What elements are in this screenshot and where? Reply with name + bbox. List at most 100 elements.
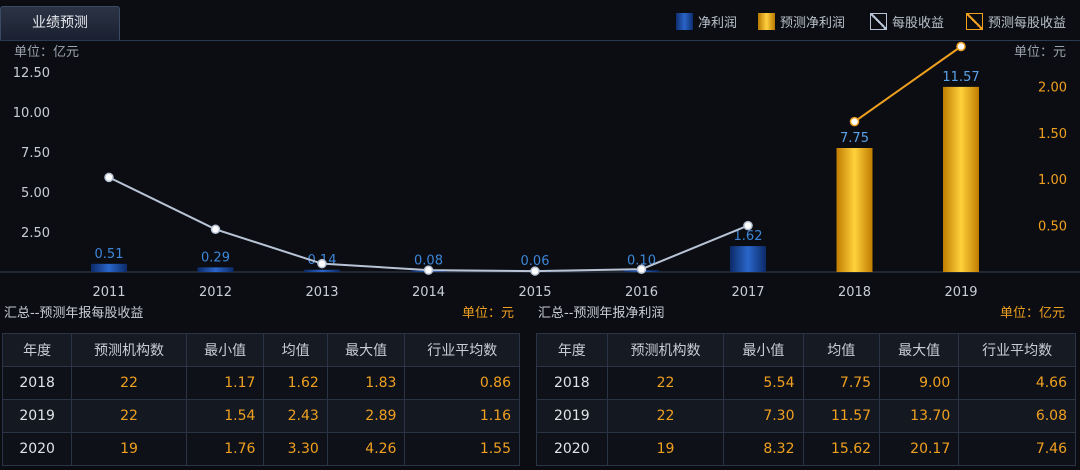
y-tick-label-left: 10.00 bbox=[13, 106, 50, 121]
table-cell: 4.66 bbox=[958, 366, 1076, 400]
profit-summary-title: 汇总--预测年报净利润 bbox=[538, 306, 665, 321]
y-tick-label-left: 7.50 bbox=[21, 146, 50, 161]
x-tick-label: 2012 bbox=[199, 285, 232, 300]
bar-value-label: 0.10 bbox=[627, 253, 656, 268]
y-tick-label-right: 0.50 bbox=[1038, 220, 1067, 235]
table-cell: 1.62 bbox=[263, 366, 328, 400]
table-cell: 8.32 bbox=[723, 432, 804, 466]
column-header[interactable]: 行业平均数 bbox=[404, 333, 520, 367]
table-cell: 2020 bbox=[536, 432, 608, 466]
bar-swatch-icon bbox=[676, 13, 693, 30]
table-row: 2018 22 5.54 7.75 9.00 4.66 bbox=[536, 366, 1076, 400]
x-tick-label: 2018 bbox=[838, 285, 871, 300]
bar-value-label: 0.29 bbox=[201, 250, 230, 265]
bar-value-label: 1.62 bbox=[734, 229, 763, 244]
y-tick-label-left: 2.50 bbox=[21, 226, 50, 241]
x-tick-label: 2017 bbox=[731, 285, 764, 300]
forecast-eps-point bbox=[956, 41, 966, 52]
left-unit-label: 单位：亿元 bbox=[14, 45, 79, 60]
column-header[interactable]: 最小值 bbox=[185, 333, 265, 367]
table-row: 2020 19 1.76 3.30 4.26 1.55 bbox=[1, 432, 520, 466]
legend-forecast-eps[interactable]: 预测每股收益 bbox=[966, 13, 1066, 31]
eps-point bbox=[210, 224, 221, 235]
table-cell: 1.55 bbox=[404, 432, 520, 466]
column-header[interactable]: 最大值 bbox=[879, 333, 960, 367]
column-header[interactable]: 均值 bbox=[263, 333, 328, 367]
bar-swatch-icon bbox=[758, 13, 775, 30]
legend-label: 每股收益 bbox=[892, 16, 945, 31]
net-profit-bar bbox=[304, 269, 340, 272]
column-header[interactable]: 最大值 bbox=[326, 333, 406, 367]
column-header[interactable]: 年度 bbox=[1, 333, 73, 367]
table-cell: 22 bbox=[71, 399, 187, 433]
table-row: 2019 22 1.54 2.43 2.89 1.16 bbox=[1, 399, 520, 433]
table-cell: 2019 bbox=[1, 399, 73, 433]
bar-value-label: 7.75 bbox=[840, 131, 869, 146]
forecast-net-profit-bar bbox=[943, 86, 979, 272]
table-cell: 3.30 bbox=[263, 432, 328, 466]
x-tick-label: 2013 bbox=[305, 285, 338, 300]
x-tick-label: 2011 bbox=[92, 285, 125, 300]
table-cell: 1.76 bbox=[185, 432, 265, 466]
table-cell: 1.17 bbox=[185, 366, 265, 400]
x-tick-label: 2019 bbox=[944, 285, 977, 300]
bar-value-label: 11.57 bbox=[942, 70, 979, 85]
table-cell: 2018 bbox=[1, 366, 73, 400]
legend-forecast-net-profit[interactable]: 预测净利润 bbox=[758, 13, 845, 31]
table-cell: 0.86 bbox=[404, 366, 520, 400]
legend-label: 预测净利润 bbox=[780, 16, 846, 31]
table-cell: 1.54 bbox=[185, 399, 265, 433]
profit-summary-table: 年度 预测机构数 最小值 均值 最大值 行业平均数 2018 22 5.54 7.75 9.00 4.… bbox=[536, 333, 1076, 466]
eps-summary-unit: 单位：元 bbox=[462, 306, 515, 321]
y-tick-label-right: 1.00 bbox=[1038, 173, 1067, 188]
column-header[interactable]: 行业平均数 bbox=[958, 333, 1076, 367]
x-tick-label: 2014 bbox=[412, 285, 445, 300]
net-profit-bar bbox=[730, 246, 766, 272]
table-cell: 7.30 bbox=[723, 399, 804, 433]
eps-point bbox=[423, 265, 434, 275]
legend-eps[interactable]: 每股收益 bbox=[870, 13, 944, 31]
table-cell: 1.83 bbox=[326, 366, 406, 400]
eps-point bbox=[104, 172, 114, 183]
table-cell: 1.16 bbox=[404, 399, 520, 433]
column-header[interactable]: 年度 bbox=[536, 333, 608, 367]
table-cell: 2018 bbox=[536, 366, 608, 400]
table-header-row: 年度 预测机构数 最小值 均值 最大值 行业平均数 bbox=[536, 333, 1076, 367]
table-header-row: 年度 预测机构数 最小值 均值 最大值 行业平均数 bbox=[1, 333, 520, 367]
table-cell: 2020 bbox=[1, 432, 73, 466]
column-header[interactable]: 均值 bbox=[802, 333, 881, 367]
table-cell: 2019 bbox=[536, 399, 608, 433]
chart-area: 单位：亿元 单位：元 2.50 5.00 7.50 10.00 12.50 0.50 1.… bbox=[0, 41, 1080, 300]
column-header[interactable]: 预测机构数 bbox=[606, 333, 725, 367]
y-tick-label-left: 12.50 bbox=[13, 66, 50, 81]
x-tick-label: 2016 bbox=[625, 285, 658, 300]
column-header[interactable]: 最小值 bbox=[723, 333, 804, 367]
table-cell: 20.17 bbox=[879, 432, 960, 466]
forecast-net-profit-bar bbox=[836, 148, 873, 272]
table-row: 2018 22 1.17 1.62 1.83 0.86 bbox=[1, 366, 520, 400]
eps-summary-title: 汇总--预测年报每股收益 bbox=[4, 306, 144, 321]
table-cell: 2.43 bbox=[263, 399, 328, 433]
column-header[interactable]: 预测机构数 bbox=[71, 333, 187, 367]
table-cell: 13.70 bbox=[879, 399, 960, 433]
table-cell: 7.75 bbox=[802, 366, 881, 400]
eps-summary-table: 年度 预测机构数 最小值 均值 最大值 行业平均数 2018 22 1.17 1.62 1.83 0.… bbox=[1, 333, 520, 466]
forecast-eps-point bbox=[849, 116, 860, 127]
right-unit-label: 单位：元 bbox=[1014, 45, 1066, 60]
table-cell: 5.54 bbox=[723, 366, 804, 400]
bar-value-label: 0.08 bbox=[414, 254, 443, 269]
eps-point bbox=[636, 264, 647, 274]
y-tick-label-left: 5.00 bbox=[21, 186, 50, 201]
y-tick-label-right: 2.00 bbox=[1038, 80, 1067, 95]
legend-net-profit[interactable]: 净利润 bbox=[676, 13, 737, 31]
table-cell: 19 bbox=[606, 432, 725, 466]
tab-performance-forecast[interactable]: 业绩预测 bbox=[0, 6, 120, 40]
bar-value-label: 0.51 bbox=[95, 247, 124, 262]
table-row: 2020 19 8.32 15.62 20.17 7.46 bbox=[536, 432, 1076, 466]
table-cell: 4.26 bbox=[326, 432, 406, 466]
x-tick-label: 2015 bbox=[518, 285, 551, 300]
legend-label: 预测每股收益 bbox=[988, 16, 1067, 31]
eps-point bbox=[530, 266, 540, 276]
table-cell: 22 bbox=[606, 366, 725, 400]
eps-point bbox=[743, 220, 753, 231]
